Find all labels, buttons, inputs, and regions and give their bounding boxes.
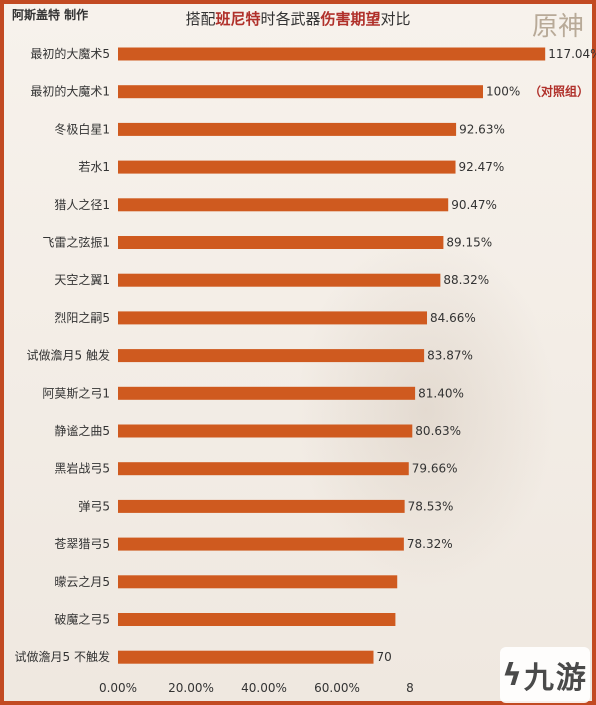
category-label: 若水1 [78, 160, 110, 174]
bar [118, 650, 374, 664]
watermark-text: 九游 [523, 661, 588, 696]
value-label: 70 [377, 650, 392, 664]
bar [118, 311, 428, 325]
value-label: 79.66% [412, 462, 458, 476]
value-label: 90.47% [451, 198, 497, 212]
x-tick-label: 0.00% [99, 681, 137, 695]
value-label: 80.63% [415, 424, 461, 438]
bar [118, 462, 409, 476]
category-label: 破魔之弓5 [54, 612, 110, 627]
category-label: 试做澹月5 触发 [27, 348, 110, 363]
bar [118, 349, 425, 363]
genshin-logo: 原神 [531, 12, 584, 42]
value-label: 84.66% [430, 311, 476, 325]
background-character-art [296, 230, 556, 590]
category-label: 最初的大魔术5 [30, 46, 110, 61]
author-credit: 阿斯盖特 制作 [12, 8, 89, 22]
category-label: 弹弓5 [78, 499, 110, 513]
value-label: 78.32% [407, 537, 453, 551]
value-label: 78.53% [408, 499, 454, 513]
category-label: 曚云之月5 [54, 575, 110, 589]
title-part-5: 对比 [380, 10, 411, 28]
value-label: 89.15% [446, 236, 492, 250]
title-part-3: 时各武器 [260, 10, 321, 28]
bar [118, 198, 449, 212]
category-label: 静谧之曲5 [54, 424, 110, 438]
value-label: 100% [486, 85, 520, 99]
category-label: 冬极白星1 [54, 121, 110, 136]
value-label: 83.87% [427, 349, 473, 363]
category-label: 飞雷之弦振1 [42, 235, 110, 250]
watermark-badge: ϟ 九游 [500, 647, 590, 703]
bar [118, 47, 546, 61]
x-tick-label: 60.00% [314, 681, 360, 695]
x-tick-label: 8 [406, 681, 414, 695]
nine-game-logo-icon: ϟ [502, 657, 524, 693]
category-label: 天空之翼1 [54, 273, 110, 287]
bar [118, 537, 404, 551]
x-tick-label: 20.00% [168, 681, 214, 695]
category-label: 猎人之径1 [54, 198, 110, 212]
bar [118, 122, 457, 136]
bar [118, 236, 444, 249]
title-part-1: 搭配 [185, 10, 216, 28]
bar [118, 499, 405, 513]
chart-title: 搭配班尼特时各武器伤害期望对比 [0, 8, 596, 29]
category-label: 试做澹月5 不触发 [15, 649, 110, 664]
bar [118, 386, 416, 400]
bar [118, 613, 396, 626]
bar [118, 160, 456, 174]
category-label: 最初的大魔术1 [30, 84, 110, 99]
category-label: 烈阳之嗣5 [54, 311, 110, 325]
value-label: 81.40% [418, 386, 464, 400]
value-label: 88.32% [443, 273, 489, 287]
category-label: 黑岩战弓5 [54, 461, 110, 476]
category-label: 阿莫斯之弓1 [42, 386, 110, 400]
bar [118, 575, 398, 589]
title-part-2: 班尼特 [215, 10, 261, 28]
value-label: 92.63% [459, 122, 505, 136]
bar [118, 273, 441, 287]
bar [118, 85, 483, 99]
value-label: 117.04% [548, 47, 596, 61]
bar [118, 424, 413, 438]
title-part-4: 伤害期望 [320, 10, 381, 28]
annotation-label: （对照组） [529, 84, 589, 99]
x-tick-label: 40.00% [241, 681, 287, 695]
category-label: 苍翠猎弓5 [54, 537, 110, 551]
value-label: 92.47% [459, 160, 505, 174]
